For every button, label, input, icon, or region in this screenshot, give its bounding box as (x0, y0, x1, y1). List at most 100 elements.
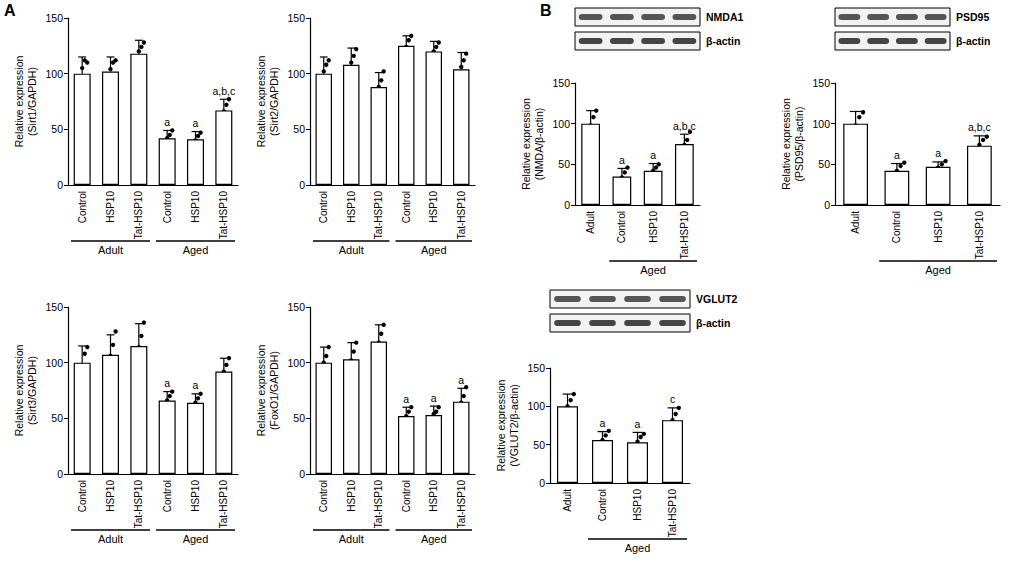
svg-text:Control: Control (77, 480, 88, 512)
svg-text:HSP10: HSP10 (632, 489, 643, 521)
svg-text:50: 50 (293, 123, 305, 135)
svg-text:Relative expression: Relative expression (13, 56, 25, 148)
svg-text:100: 100 (287, 68, 305, 80)
svg-text:(Sirt3/GAPDH): (Sirt3/GAPDH) (26, 356, 38, 425)
svg-text:50: 50 (558, 158, 570, 170)
svg-text:a: a (164, 116, 170, 128)
svg-text:Tat-HSP10: Tat-HSP10 (218, 191, 229, 240)
svg-text:Tat-HSP10: Tat-HSP10 (667, 489, 678, 538)
svg-text:a: a (193, 379, 199, 391)
svg-text:Relative expression: Relative expression (13, 345, 25, 437)
svg-text:HSP10: HSP10 (346, 480, 357, 512)
svg-text:Aged: Aged (625, 542, 651, 554)
svg-text:Control: Control (318, 191, 329, 223)
svg-text:Adult: Adult (562, 489, 573, 512)
svg-text:a: a (600, 417, 606, 429)
svg-text:Control: Control (162, 191, 173, 223)
svg-text:(PSD95/β-actin): (PSD95/β-actin) (793, 107, 805, 182)
svg-text:HSP10: HSP10 (105, 191, 116, 223)
svg-text:(Sirt1/GAPDH): (Sirt1/GAPDH) (26, 67, 38, 136)
svg-text:a: a (619, 154, 625, 166)
svg-text:150: 150 (45, 12, 63, 24)
svg-text:Tat-HSP10: Tat-HSP10 (133, 480, 144, 529)
svg-text:50: 50 (51, 123, 63, 135)
svg-text:a,b,c: a,b,c (968, 121, 991, 133)
svg-text:c: c (670, 393, 675, 405)
svg-text:a: a (935, 147, 941, 159)
svg-text:β-actin: β-actin (956, 35, 990, 47)
svg-text:150: 150 (552, 77, 570, 89)
svg-text:Control: Control (401, 480, 412, 512)
svg-text:a: a (650, 149, 656, 161)
svg-text:Control: Control (162, 480, 173, 512)
svg-text:NMDA1: NMDA1 (706, 11, 743, 23)
svg-text:0: 0 (299, 468, 305, 480)
svg-text:Control: Control (77, 191, 88, 223)
svg-text:0: 0 (824, 199, 830, 211)
svg-text:Tat-HSP10: Tat-HSP10 (974, 211, 985, 260)
svg-text:Adult: Adult (850, 211, 861, 234)
svg-text:HSP10: HSP10 (190, 191, 201, 223)
svg-text:Tat-HSP10: Tat-HSP10 (373, 191, 384, 240)
svg-text:0: 0 (57, 468, 63, 480)
svg-text:a: a (431, 392, 437, 404)
svg-text:Adult: Adult (585, 211, 596, 234)
svg-text:(VGLUT2/β-actin): (VGLUT2/β-actin) (508, 384, 520, 466)
svg-text:50: 50 (51, 412, 63, 424)
svg-text:Relative expression: Relative expression (495, 380, 507, 472)
svg-text:150: 150 (287, 301, 305, 313)
svg-text:Aged: Aged (183, 533, 209, 545)
svg-text:150: 150 (45, 301, 63, 313)
svg-text:100: 100 (287, 357, 305, 369)
svg-text:Adult: Adult (339, 533, 364, 545)
svg-text:Control: Control (401, 191, 412, 223)
svg-text:100: 100 (45, 357, 63, 369)
svg-text:a: a (403, 393, 409, 405)
svg-text:β-actin: β-actin (706, 35, 740, 47)
svg-text:HSP10: HSP10 (346, 191, 357, 223)
svg-text:a: a (164, 377, 170, 389)
svg-text:HSP10: HSP10 (105, 480, 116, 512)
svg-text:a: a (193, 117, 199, 129)
svg-text:Relative expression: Relative expression (255, 56, 267, 148)
svg-text:a: a (635, 418, 641, 430)
svg-text:PSD95: PSD95 (956, 11, 989, 23)
svg-text:0: 0 (564, 199, 570, 211)
svg-text:Adult: Adult (339, 244, 364, 256)
svg-text:Aged: Aged (183, 244, 209, 256)
svg-text:Control: Control (597, 489, 608, 521)
svg-text:Tat-HSP10: Tat-HSP10 (373, 480, 384, 529)
svg-text:150: 150 (527, 362, 545, 374)
svg-text:0: 0 (539, 477, 545, 489)
svg-text:a: a (894, 149, 900, 161)
svg-text:Tat-HSP10: Tat-HSP10 (218, 480, 229, 529)
svg-text:HSP10: HSP10 (428, 191, 439, 223)
svg-text:Control: Control (318, 480, 329, 512)
svg-text:B: B (540, 2, 552, 19)
svg-text:a,b,c: a,b,c (212, 85, 235, 97)
svg-text:Aged: Aged (421, 533, 447, 545)
svg-text:Control: Control (616, 211, 627, 243)
svg-text:50: 50 (818, 158, 830, 170)
svg-text:HSP10: HSP10 (190, 480, 201, 512)
svg-text:Aged: Aged (640, 264, 666, 276)
svg-text:50: 50 (293, 412, 305, 424)
svg-text:150: 150 (812, 77, 830, 89)
svg-text:100: 100 (812, 118, 830, 130)
svg-text:A: A (4, 2, 16, 19)
svg-text:100: 100 (552, 118, 570, 130)
svg-text:a: a (458, 374, 464, 386)
svg-text:0: 0 (57, 179, 63, 191)
svg-text:100: 100 (45, 68, 63, 80)
svg-text:a,b,c: a,b,c (673, 120, 696, 132)
svg-text:(NMDA/β-actin): (NMDA/β-actin) (533, 108, 545, 181)
svg-text:Tat-HSP10: Tat-HSP10 (133, 191, 144, 240)
svg-text:Relative expression: Relative expression (520, 98, 532, 190)
svg-text:HSP10: HSP10 (648, 211, 659, 243)
svg-text:(FoxO1/GAPDH): (FoxO1/GAPDH) (268, 351, 280, 430)
svg-text:Relative expression: Relative expression (780, 98, 792, 190)
svg-text:Adult: Adult (98, 244, 123, 256)
svg-text:0: 0 (299, 179, 305, 191)
svg-text:100: 100 (527, 400, 545, 412)
svg-text:Tat-HSP10: Tat-HSP10 (456, 191, 467, 240)
